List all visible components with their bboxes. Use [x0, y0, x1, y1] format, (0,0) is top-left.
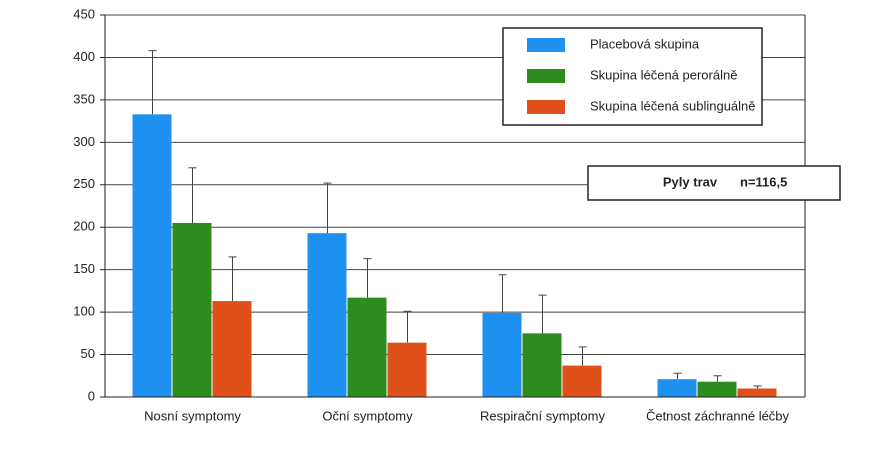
- bar: [562, 365, 602, 397]
- x-tick-label: Respirační symptomy: [480, 408, 605, 423]
- bar: [132, 114, 172, 397]
- y-tick-label: 250: [73, 176, 95, 191]
- bar: [212, 301, 252, 397]
- y-tick-label: 400: [73, 49, 95, 64]
- bar: [697, 381, 737, 397]
- legend-label: Skupina léčená perorálně: [590, 67, 737, 82]
- legend-label: Placebová skupina: [590, 36, 700, 51]
- y-tick-label: 100: [73, 304, 95, 319]
- legend-swatch: [527, 38, 565, 52]
- bar: [482, 312, 522, 397]
- bar: [172, 222, 212, 397]
- bar: [307, 233, 347, 397]
- annotation-label: Pyly trav: [663, 174, 718, 189]
- bar: [657, 379, 697, 397]
- bar: [347, 297, 387, 397]
- bar: [387, 342, 427, 397]
- y-tick-label: 200: [73, 219, 95, 234]
- x-tick-label: Nosní symptomy: [144, 408, 241, 423]
- legend-swatch: [527, 100, 565, 114]
- annotation-n: n=116,5: [740, 174, 787, 189]
- plot: 0 50 100 150 200 250 300 350 400 450 Nosní symptom…: [73, 6, 806, 423]
- bar: [737, 388, 777, 397]
- y-tick-label: 0: [88, 388, 95, 403]
- legend-swatch: [527, 69, 565, 83]
- x-tick-label: Četnost záchranné léčby: [646, 408, 790, 423]
- y-tick-label: 350: [73, 91, 95, 106]
- bar: [522, 333, 562, 397]
- y-tick-label: 450: [73, 6, 95, 21]
- x-tick-label: Oční symptomy: [322, 408, 413, 423]
- y-tick-label: 50: [81, 346, 95, 361]
- legend-label: Skupina léčená sublinguálně: [590, 98, 756, 113]
- y-tick-label: 150: [73, 261, 95, 276]
- annotation-box: [587, 165, 841, 201]
- y-tick-label: 300: [73, 134, 95, 149]
